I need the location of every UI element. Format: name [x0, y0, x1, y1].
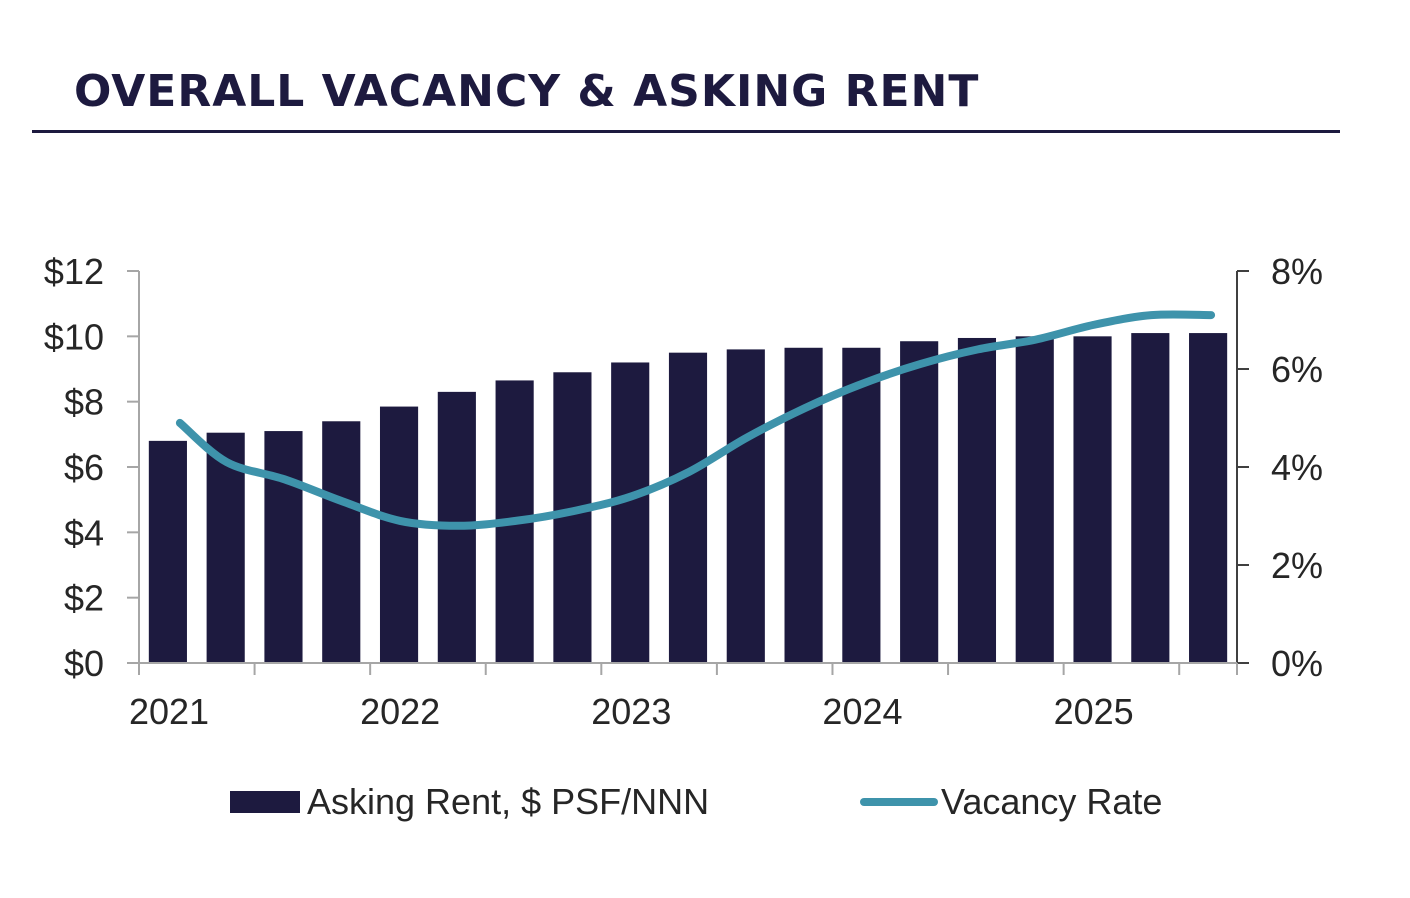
bar-2021-q4 [322, 421, 361, 663]
bar-2025-q3 [1189, 333, 1228, 663]
left-tick-label: $12 [44, 251, 104, 292]
legend-label-asking-rent: Asking Rent, $ PSF/NNN [307, 781, 709, 822]
right-tick-label: 0% [1271, 643, 1323, 684]
line-series [175, 310, 1216, 530]
bar-2024-q4 [1015, 336, 1054, 663]
left-tick-label: $6 [64, 447, 104, 488]
axes: $0 $2 $4 $6 $8 $10 $12 0% 2% 4% 6% 8% 2021 2022 2023 20… [44, 251, 1323, 732]
right-tick-label: 6% [1271, 349, 1323, 390]
bar-2023-q4 [784, 347, 823, 663]
chart-title: OVERALL VACANCY & ASKING RENT [74, 66, 980, 117]
bar-2024-q1 [842, 347, 881, 663]
legend: Asking Rent, $ PSF/NNN Vacancy Rate [230, 781, 1162, 822]
bar-2025-q2 [1131, 333, 1170, 663]
legend-swatch-asking-rent [230, 791, 300, 813]
left-tick-label: $0 [64, 643, 104, 684]
bar-2023-q2 [668, 352, 708, 663]
right-tick-label: 8% [1271, 251, 1323, 292]
bar-2025-q1 [1073, 336, 1112, 663]
bar-series [148, 333, 1228, 663]
left-tick-label: $4 [64, 512, 104, 553]
x-tick-label: 2021 [129, 691, 209, 732]
bar-2023-q1 [611, 362, 650, 663]
x-tick-label: 2025 [1054, 691, 1134, 732]
x-tick-label: 2022 [360, 691, 440, 732]
right-tick-label: 4% [1271, 447, 1323, 488]
right-tick-label: 2% [1271, 545, 1323, 586]
bar-2023-q3 [726, 349, 765, 663]
bar-2024-q2 [900, 341, 939, 663]
left-tick-label: $10 [44, 316, 104, 357]
bar-2022-q1 [379, 406, 419, 663]
x-tick-label: 2023 [591, 691, 671, 732]
legend-label-vacancy-rate: Vacancy Rate [941, 781, 1162, 822]
bar-2021-q1 [148, 440, 187, 663]
vacancy-rate-line [175, 310, 1216, 530]
left-tick-label: $2 [64, 578, 104, 619]
bar-2021-q3 [264, 431, 303, 663]
x-tick-label: 2024 [822, 691, 902, 732]
left-tick-label: $8 [64, 382, 104, 423]
title-divider [32, 130, 1340, 133]
bar-2024-q3 [957, 337, 997, 663]
